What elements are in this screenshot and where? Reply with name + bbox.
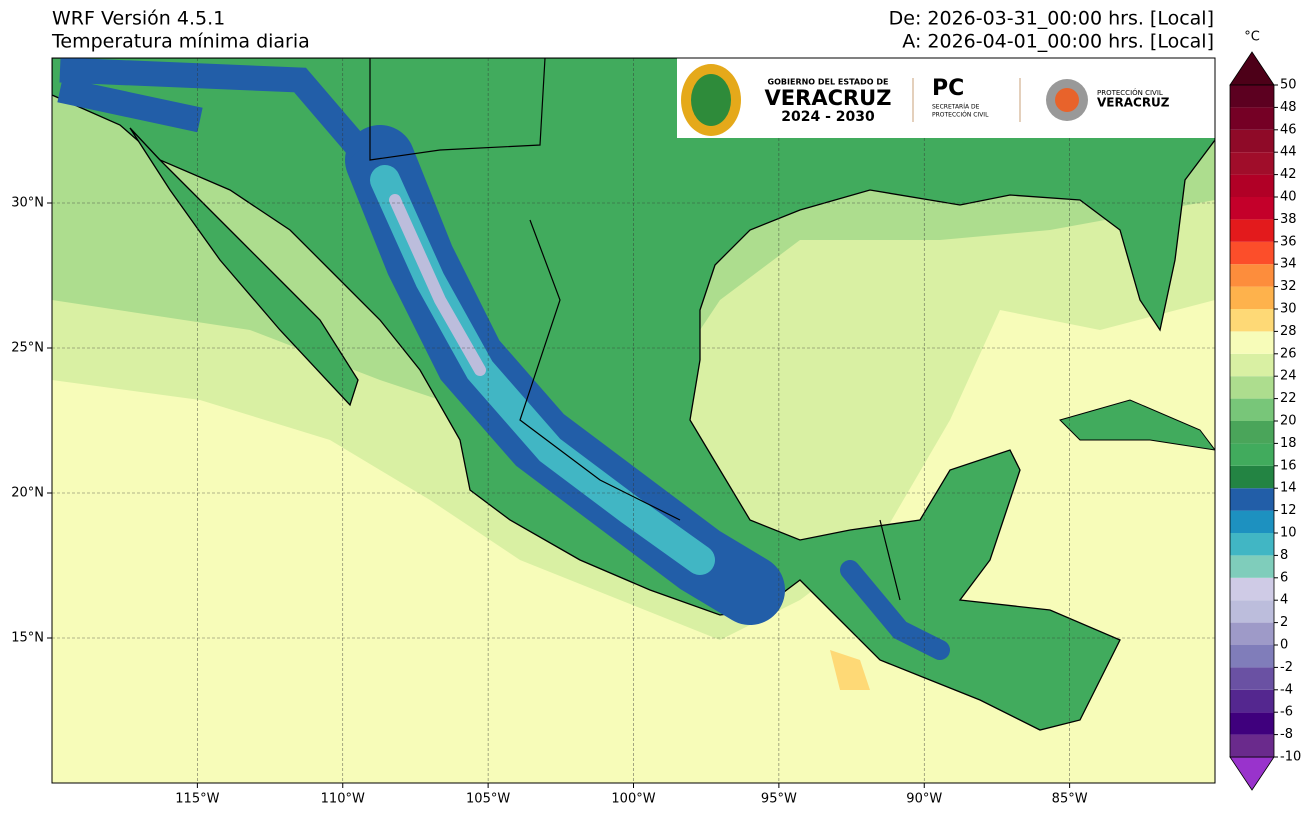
colorbar-label: 22 — [1280, 391, 1297, 406]
colorbar-band — [1230, 555, 1274, 578]
colorbar-band — [1230, 577, 1274, 601]
colorbar-label: -10 — [1280, 750, 1301, 765]
colorbar-label: 10 — [1280, 526, 1297, 541]
logo: GOBIERNO DEL ESTADO DE VERACRUZ 2024 - 2… — [677, 58, 1215, 138]
colorbar-label: 28 — [1280, 324, 1297, 339]
colorbar-label: 34 — [1280, 257, 1297, 272]
colorbar-extend-low — [1229, 756, 1275, 791]
x-tick-label: 90°W — [906, 792, 942, 807]
colorbar-label: -4 — [1280, 682, 1293, 697]
colorbar-label: 12 — [1280, 503, 1297, 518]
colorbar-label: 48 — [1280, 100, 1297, 115]
colorbar-label: 38 — [1280, 212, 1297, 227]
x-tick-label: 115°W — [175, 792, 219, 807]
y-tick-label: 15°N — [11, 631, 44, 646]
colorbar-band — [1230, 152, 1274, 175]
colorbar-band — [1230, 600, 1274, 623]
colorbar-band — [1230, 510, 1274, 533]
y-tick-label: 20°N — [11, 486, 44, 501]
colorbar-band — [1230, 264, 1274, 287]
colorbar-band — [1230, 645, 1274, 668]
date-from: De: 2026-03-31_00:00 hrs. [Local] — [889, 8, 1214, 30]
title: WRF Versión 4.5.1 — [52, 8, 225, 30]
colorbar-unit: °C — [1244, 30, 1260, 45]
colorbar-band — [1230, 309, 1274, 332]
colorbar-label: 2 — [1280, 615, 1288, 630]
colorbar-band — [1230, 398, 1274, 421]
colorbar-label: 32 — [1280, 279, 1297, 294]
logo-text: 2024 - 2030 — [781, 109, 875, 125]
colorbar-band — [1230, 421, 1274, 444]
colorbar-band — [1230, 353, 1274, 377]
colorbar-band — [1230, 622, 1274, 645]
colorbar-label: -8 — [1280, 727, 1293, 742]
logo-text: PROTECCIÓN CIVIL — [932, 112, 989, 119]
colorbar-label: 8 — [1280, 548, 1288, 563]
colorbar-label: 24 — [1280, 369, 1297, 384]
colorbar-band — [1230, 734, 1274, 757]
colorbar-band — [1230, 667, 1274, 690]
colorbar-band — [1230, 712, 1274, 735]
colorbar-label: 0 — [1280, 638, 1288, 653]
colorbar-band — [1230, 107, 1274, 130]
colorbar-band — [1230, 129, 1274, 153]
x-tick-label: 105°W — [466, 792, 510, 807]
colorbar-band — [1230, 197, 1274, 220]
colorbar-label: 4 — [1280, 593, 1288, 608]
date-to: A: 2026-04-01_00:00 hrs. [Local] — [902, 31, 1214, 53]
colorbar-extend-high — [1229, 51, 1275, 86]
logo-text: GOBIERNO DEL ESTADO DE — [768, 78, 889, 87]
colorbar-label: 42 — [1280, 167, 1297, 182]
colorbar-band — [1230, 689, 1274, 713]
logo-text: PROTECCIÓN CIVIL — [1097, 88, 1163, 97]
colorbar-label: 6 — [1280, 570, 1288, 585]
colorbar-label: 36 — [1280, 234, 1297, 249]
colorbar-band — [1230, 241, 1274, 265]
colorbar-band — [1230, 85, 1274, 108]
x-tick-label: 95°W — [761, 792, 797, 807]
colorbar-label: 30 — [1280, 302, 1297, 317]
colorbar-label: 18 — [1280, 436, 1297, 451]
colorbar-label: 20 — [1280, 414, 1297, 429]
logo-text: SECRETARÍA DE — [932, 104, 980, 111]
y-tick-label: 30°N — [11, 196, 44, 211]
colorbar-band — [1230, 533, 1274, 556]
subtitle: Temperatura mínima diaria — [51, 31, 310, 53]
x-tick-label: 110°W — [321, 792, 365, 807]
colorbar-label: -2 — [1280, 660, 1293, 675]
colorbar-label: 16 — [1280, 458, 1297, 473]
colorbar-band — [1230, 376, 1274, 399]
logo-text: PC — [932, 76, 964, 101]
colorbar-band — [1230, 286, 1274, 309]
x-tick-label: 85°W — [1052, 792, 1088, 807]
colorbar-label: -6 — [1280, 705, 1293, 720]
colorbar-label: 40 — [1280, 190, 1297, 205]
colorbar-label: 44 — [1280, 145, 1297, 160]
logo-text: VERACRUZ — [765, 86, 892, 110]
logo-text: VERACRUZ — [1097, 96, 1170, 110]
colorbar-label: 46 — [1280, 122, 1297, 137]
y-tick-label: 25°N — [11, 341, 44, 356]
colorbar-band — [1230, 465, 1274, 489]
colorbar-band — [1230, 443, 1274, 466]
colorbar-label: 50 — [1280, 78, 1297, 93]
colorbar-label: 26 — [1280, 346, 1297, 361]
colorbar-band — [1230, 174, 1274, 197]
colorbar-label: 14 — [1280, 481, 1297, 496]
colorbar-band — [1230, 331, 1274, 354]
colorbar-band — [1230, 219, 1274, 242]
x-tick-label: 100°W — [611, 792, 655, 807]
colorbar-band — [1230, 488, 1274, 511]
